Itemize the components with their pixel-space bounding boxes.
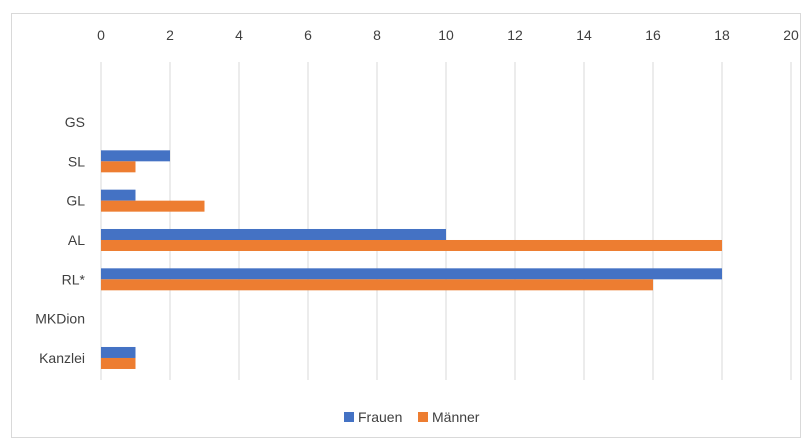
- legend-label: Frauen: [358, 409, 402, 425]
- x-tick-label: 18: [714, 27, 730, 43]
- bar-m-nner: [101, 279, 653, 291]
- x-tick-label: 14: [576, 27, 592, 43]
- x-tick-label: 20: [783, 27, 799, 43]
- x-tick-label: 6: [304, 27, 312, 43]
- category-label: MKDion: [35, 311, 85, 327]
- x-tick-label: 8: [373, 27, 381, 43]
- bar-frauen: [101, 189, 136, 201]
- legend-swatch: [344, 412, 354, 422]
- x-tick-label: 4: [235, 27, 243, 43]
- x-tick-label: 0: [97, 27, 105, 43]
- bar-frauen: [101, 150, 170, 162]
- category-label: GS: [65, 114, 85, 130]
- category-label: AL: [68, 232, 85, 248]
- bar-m-nner: [101, 357, 136, 369]
- category-label: RL*: [62, 271, 86, 287]
- bar-frauen: [101, 268, 722, 280]
- legend-label: Männer: [432, 409, 480, 425]
- bar-m-nner: [101, 200, 205, 212]
- x-tick-label: 16: [645, 27, 661, 43]
- bar-m-nner: [101, 161, 136, 173]
- x-tick-label: 12: [507, 27, 523, 43]
- x-tick-label: 2: [166, 27, 174, 43]
- category-label: GL: [66, 193, 85, 209]
- x-tick-label: 10: [438, 27, 454, 43]
- category-label: SL: [68, 153, 85, 169]
- bar-frauen: [101, 228, 446, 240]
- category-label: Kanzlei: [39, 350, 85, 366]
- bar-frauen: [101, 346, 136, 358]
- bar-m-nner: [101, 239, 722, 251]
- chart-frame: [11, 13, 801, 438]
- legend-swatch: [418, 412, 428, 422]
